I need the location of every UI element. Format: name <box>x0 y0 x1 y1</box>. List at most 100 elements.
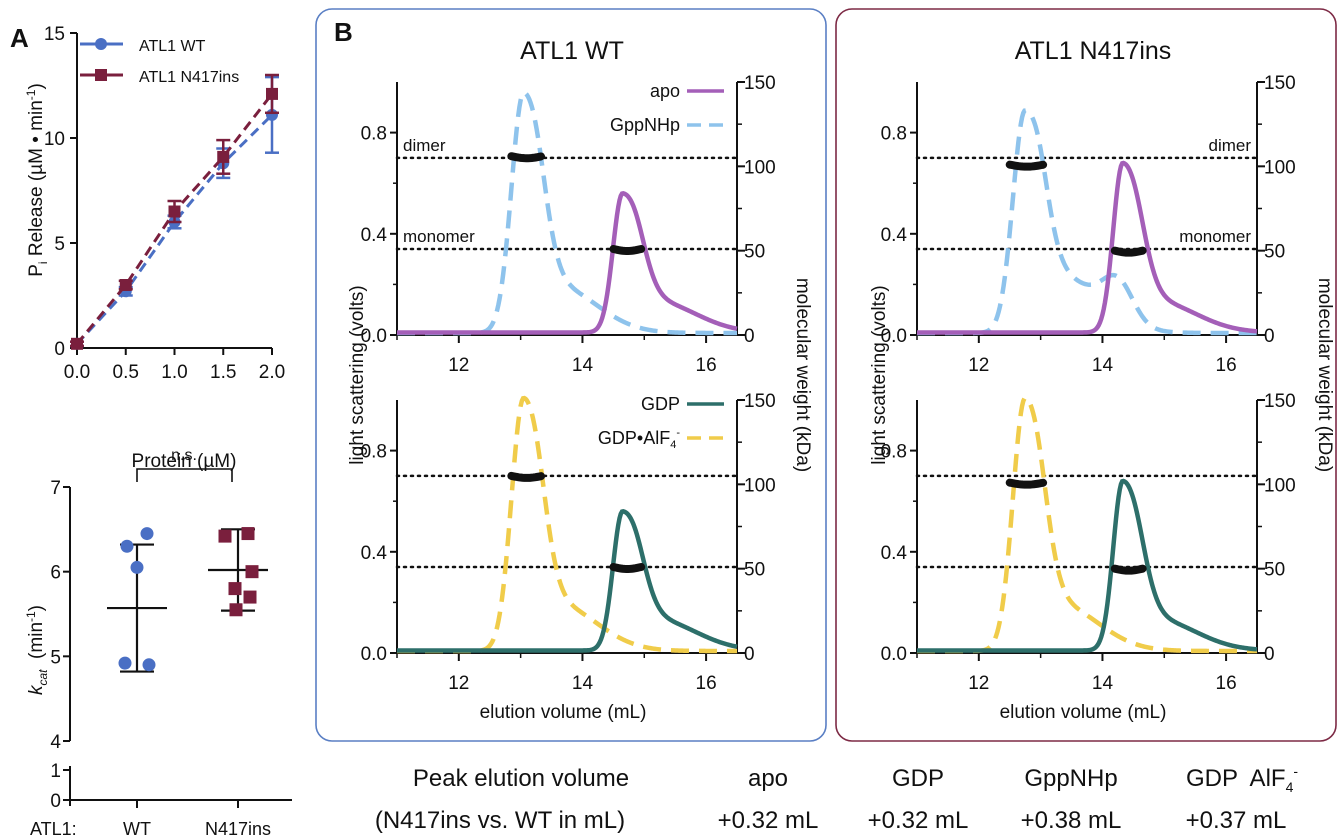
a-bottom-point-wt <box>140 527 154 541</box>
b-molecular-weight-trace <box>507 152 546 163</box>
table-col-gdp: GDP <box>892 765 944 792</box>
a-bottom-point-wt <box>118 656 132 670</box>
b-series-gdp <box>917 478 1258 653</box>
n417ins-panel-title: ATL1 N417ins <box>1015 37 1172 65</box>
b-right-tick-label: 0 <box>744 644 755 665</box>
wt-panel-title: ATL1 WT <box>520 37 624 65</box>
b-x-tick-label: 14 <box>572 673 594 694</box>
b-right-tick-label: 50 <box>744 560 765 581</box>
legend-wt-marker <box>95 38 107 50</box>
b-right-tick-label: 100 <box>1264 157 1296 178</box>
a-top-point-n417ins <box>217 150 230 163</box>
dimer-label: dimer <box>1208 136 1251 155</box>
b-x-tick-label: 16 <box>696 355 717 376</box>
b-right-tick-label: 150 <box>1264 73 1296 94</box>
b-series-gdp-alf4- <box>397 395 738 654</box>
b-wt-xlabel: elution volume (mL) <box>480 702 647 723</box>
b-x-tick-label: 16 <box>1216 673 1237 694</box>
legend-wt-label: ATL1 WT <box>139 38 206 55</box>
peak-elution-table: Peak elution volume (N417ins vs. WT in m… <box>375 763 1299 834</box>
a-top-x-tick-label: 2.0 <box>259 362 285 383</box>
b-series-gdp-alf4- <box>917 395 1257 654</box>
b-right-tick-label: 100 <box>1264 475 1296 496</box>
legend-gppnhp-label: GppNHp <box>610 115 680 135</box>
panel-a-activity-plot: 0 5 10 15 0.0 0.5 1.0 1.5 2.0 <box>44 24 285 383</box>
panel-a-legend: ATL1 WT ATL1 N417ins <box>80 38 239 86</box>
b-molecular-weight-trace <box>1110 564 1147 575</box>
n417ins-panel-frame <box>835 8 1337 742</box>
b-legend-bottom: GDP GDP•AlF4- <box>598 394 724 451</box>
a-bottom-point-n417ins <box>241 527 255 541</box>
significance-bracket <box>136 468 233 482</box>
atl1-axis-prefix: ATL1: <box>30 819 77 839</box>
table-value-gppnhp: +0.38 mL <box>1021 807 1122 834</box>
table-value-apo: +0.32 mL <box>718 807 819 834</box>
b-wt-ylabel-left: light scattering (volts) <box>347 285 368 465</box>
panel-a-letter: A <box>10 23 29 53</box>
table-row2-label: (N417ins vs. WT in mL) <box>375 807 625 834</box>
group-label-n417ins: N417ins <box>205 819 271 839</box>
b-series-gppnhp <box>917 108 1258 336</box>
a-bottom-y-tick-label: 0 <box>50 791 61 812</box>
a-bottom-y-tick-label: 7 <box>50 478 61 499</box>
a-top-y-tick-label: 15 <box>44 24 65 45</box>
table-value-gdp: +0.32 mL <box>868 807 969 834</box>
a-bottom-point-n417ins <box>243 590 257 604</box>
b-left-tick-label: 0.4 <box>361 543 388 564</box>
legend-gdp-label: GDP <box>641 394 680 414</box>
a-top-point-n417ins <box>119 279 132 291</box>
legend-mut-marker <box>95 69 107 81</box>
a-bottom-point-n417ins <box>245 565 259 579</box>
table-col-gdp-alf: GDP AlF4- <box>1186 763 1298 795</box>
a-bottom-point-wt <box>142 658 156 672</box>
b-right-tick-label: 0 <box>1264 326 1275 347</box>
panel-a-bottom-ylabel: kcat (min-1) <box>24 605 50 695</box>
monomer-label: monomer <box>403 227 475 246</box>
a-bottom-point-n417ins <box>218 529 232 543</box>
table-col-apo: apo <box>748 765 788 792</box>
b-left-tick-label: 0.4 <box>361 225 388 246</box>
panel-b-sec-mals-plots: 0.0 0.4 0.8 0 50 100 150 12 14 16 dimer monomer 0.0 0… <box>361 73 1296 694</box>
a-bottom-y-tick-label: 4 <box>50 732 61 753</box>
b-left-tick-label: 0.0 <box>361 326 387 347</box>
b-x-tick-label: 12 <box>448 355 469 376</box>
a-top-point-n417ins <box>168 205 181 218</box>
b-left-tick-label: 0.0 <box>361 644 387 665</box>
a-bottom-y-tick-label: 1 <box>50 761 61 782</box>
b-left-tick-label: 0.0 <box>881 644 907 665</box>
b-molecular-weight-trace <box>609 244 646 255</box>
b-series-apo <box>917 160 1258 335</box>
legend-apo-label: apo <box>650 81 680 101</box>
wt-panel-frame <box>315 8 827 742</box>
b-molecular-weight-trace <box>1005 160 1048 171</box>
panel-a-top-xlabel: Protein (µM) <box>132 451 237 472</box>
legend-mut-label: ATL1 N417ins <box>139 69 239 86</box>
b-series-gdp <box>397 509 738 653</box>
a-top-x-tick-label: 1.0 <box>161 362 187 383</box>
b-right-tick-label: 150 <box>744 391 776 412</box>
a-bottom-point-n417ins <box>229 603 243 617</box>
b-left-tick-label: 0.8 <box>881 124 907 145</box>
legend-alf-label: GDP•AlF4- <box>598 427 680 451</box>
a-bottom-y-tick-label: 6 <box>50 563 61 584</box>
a-bottom-y-tick-label: 5 <box>50 647 61 668</box>
b-x-tick-label: 16 <box>1216 355 1237 376</box>
b-molecular-weight-trace <box>507 471 546 482</box>
b-right-tick-label: 50 <box>1264 560 1285 581</box>
a-bottom-point-wt <box>120 539 134 553</box>
a-top-x-tick-label: 1.5 <box>210 362 236 383</box>
a-top-y-tick-label: 10 <box>44 129 65 150</box>
b-right-tick-label: 100 <box>744 475 776 496</box>
b-right-tick-label: 150 <box>744 73 776 94</box>
b-x-tick-label: 12 <box>968 673 989 694</box>
b-molecular-weight-trace <box>609 562 646 573</box>
b-left-tick-label: 0.4 <box>881 225 908 246</box>
b-x-tick-label: 14 <box>1092 673 1114 694</box>
a-top-x-tick-label: 0.0 <box>64 362 90 383</box>
group-label-wt: WT <box>123 819 151 839</box>
b-legend-top: apo GppNHp <box>610 81 724 135</box>
b-wt-ylabel-right: molecular weight (kDa) <box>792 278 813 472</box>
b-x-tick-label: 14 <box>572 355 594 376</box>
panel-b-letter: B <box>334 17 353 47</box>
b-left-tick-label: 0.4 <box>881 543 908 564</box>
